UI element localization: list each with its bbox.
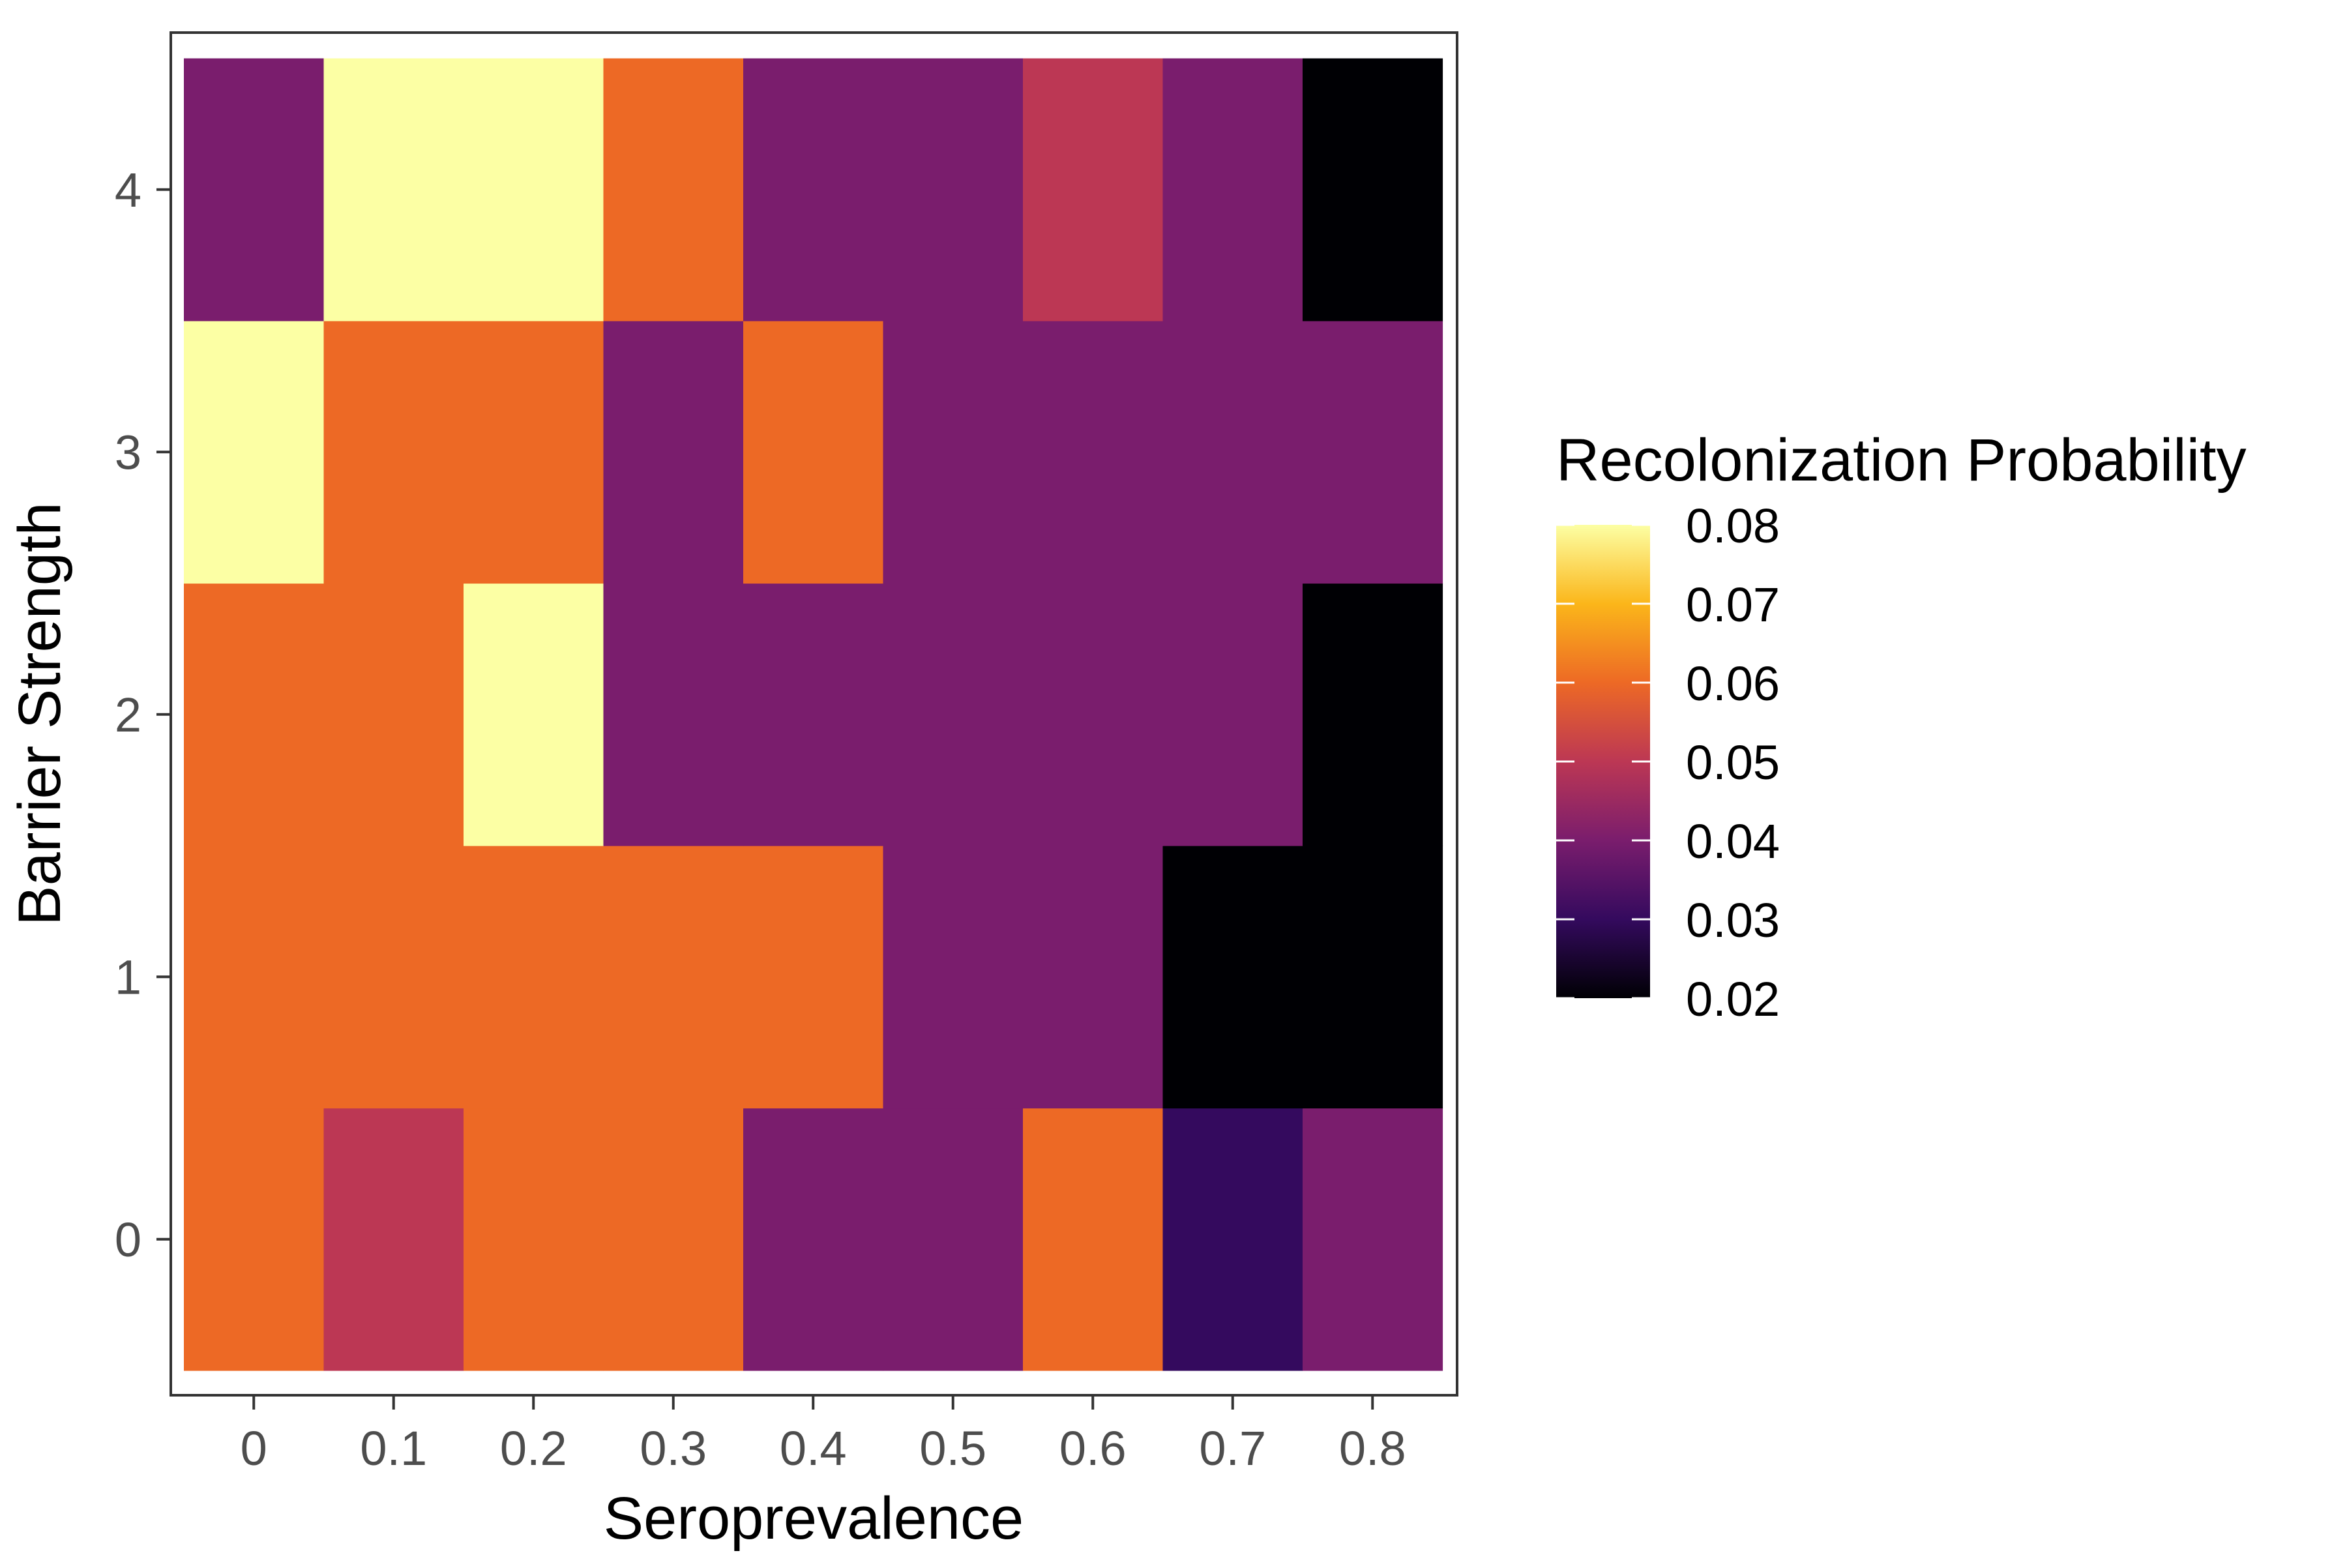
heatmap-cell [1023, 58, 1164, 321]
legend: Recolonization Probability 0.020.030.040… [1556, 427, 2247, 1026]
y-axis: 0 1 2 3 4 [115, 163, 171, 1267]
heatmap-cell [1023, 583, 1164, 846]
heatmap-cell [883, 1108, 1024, 1371]
y-tick-label: 4 [115, 163, 141, 217]
heatmap-cell [323, 58, 464, 321]
heatmap-cell [323, 583, 464, 846]
heatmap-cell [184, 846, 325, 1109]
plot-area [170, 31, 1458, 1397]
legend-ticks: 0.02 0.03 0.04 0.05 0.06 0.07 0.08 [1556, 499, 1780, 1026]
heatmap-cell [1303, 1108, 1443, 1371]
heatmap-cell [323, 1108, 464, 1371]
heatmap-cell [1162, 583, 1303, 846]
y-tick-label: 1 [115, 950, 141, 1004]
y-axis-title: Barrier Strength [7, 502, 73, 925]
x-tick-label: 0.7 [1199, 1421, 1266, 1475]
heatmap-cell [1162, 58, 1303, 321]
heatmap-cell [1023, 1108, 1164, 1371]
heatmap-cell [603, 1108, 744, 1371]
x-tick-label: 0.8 [1339, 1421, 1406, 1475]
heatmap-cell [464, 58, 604, 321]
heatmap-cell [603, 58, 744, 321]
heatmap-cell [883, 321, 1024, 584]
legend-tick-label: 0.08 [1686, 499, 1780, 553]
heatmap-cell [323, 321, 464, 584]
heatmap-cell [464, 321, 604, 584]
heatmap-cell [184, 1108, 325, 1371]
y-tick-label: 3 [115, 425, 141, 479]
heatmap-cell [743, 583, 884, 846]
heatmap-cell [1162, 846, 1303, 1109]
legend-tick-label: 0.07 [1686, 578, 1780, 632]
heatmap-cell [743, 1108, 884, 1371]
heatmap-cell [464, 583, 604, 846]
heatmap-cell [603, 846, 744, 1109]
heatmap-cell [184, 583, 325, 846]
heatmap-cell [184, 58, 325, 321]
heatmap-cell [883, 58, 1024, 321]
heatmap-cell [1303, 846, 1443, 1109]
heatmap-cell [1303, 58, 1443, 321]
heatmap-cell [184, 321, 325, 584]
x-tick-label: 0.2 [500, 1421, 567, 1475]
heatmap-cells [184, 58, 1443, 1371]
legend-title: Recolonization Probability [1556, 427, 2247, 494]
heatmap-cell [323, 846, 464, 1109]
legend-tick-label: 0.04 [1686, 814, 1780, 868]
x-tick-label: 0 [241, 1421, 267, 1475]
y-tick-label: 2 [115, 688, 141, 742]
heatmap-cell [743, 846, 884, 1109]
heatmap-cell [1303, 583, 1443, 846]
heatmap-cell [883, 846, 1024, 1109]
x-axis: 0 0.1 0.2 0.3 0.4 0.5 0.6 0.7 0.8 [241, 1395, 1406, 1475]
heatmap-cell [1023, 321, 1164, 584]
y-tick-label: 0 [115, 1213, 141, 1267]
heatmap-cell [1023, 846, 1164, 1109]
heatmap-cell [1162, 321, 1303, 584]
legend-tick-label: 0.05 [1686, 735, 1780, 790]
x-axis-title: Seroprevalence [604, 1485, 1024, 1552]
legend-tick-label: 0.06 [1686, 657, 1780, 711]
x-tick-label: 0.1 [360, 1421, 427, 1475]
heatmap-cell [603, 583, 744, 846]
legend-tick-label: 0.02 [1686, 972, 1780, 1026]
heatmap-cell [743, 58, 884, 321]
heatmap-cell [1162, 1108, 1303, 1371]
heatmap-cell [603, 321, 744, 584]
x-tick-label: 0.3 [640, 1421, 707, 1475]
heatmap-cell [1303, 321, 1443, 584]
heatmap-cell [743, 321, 884, 584]
heatmap-cell [464, 846, 604, 1109]
x-tick-label: 0.6 [1059, 1421, 1127, 1475]
heatmap-cell [464, 1108, 604, 1371]
x-tick-label: 0.5 [919, 1421, 986, 1475]
legend-tick-label: 0.03 [1686, 893, 1780, 947]
heatmap-cell [883, 583, 1024, 846]
x-tick-label: 0.4 [780, 1421, 847, 1475]
